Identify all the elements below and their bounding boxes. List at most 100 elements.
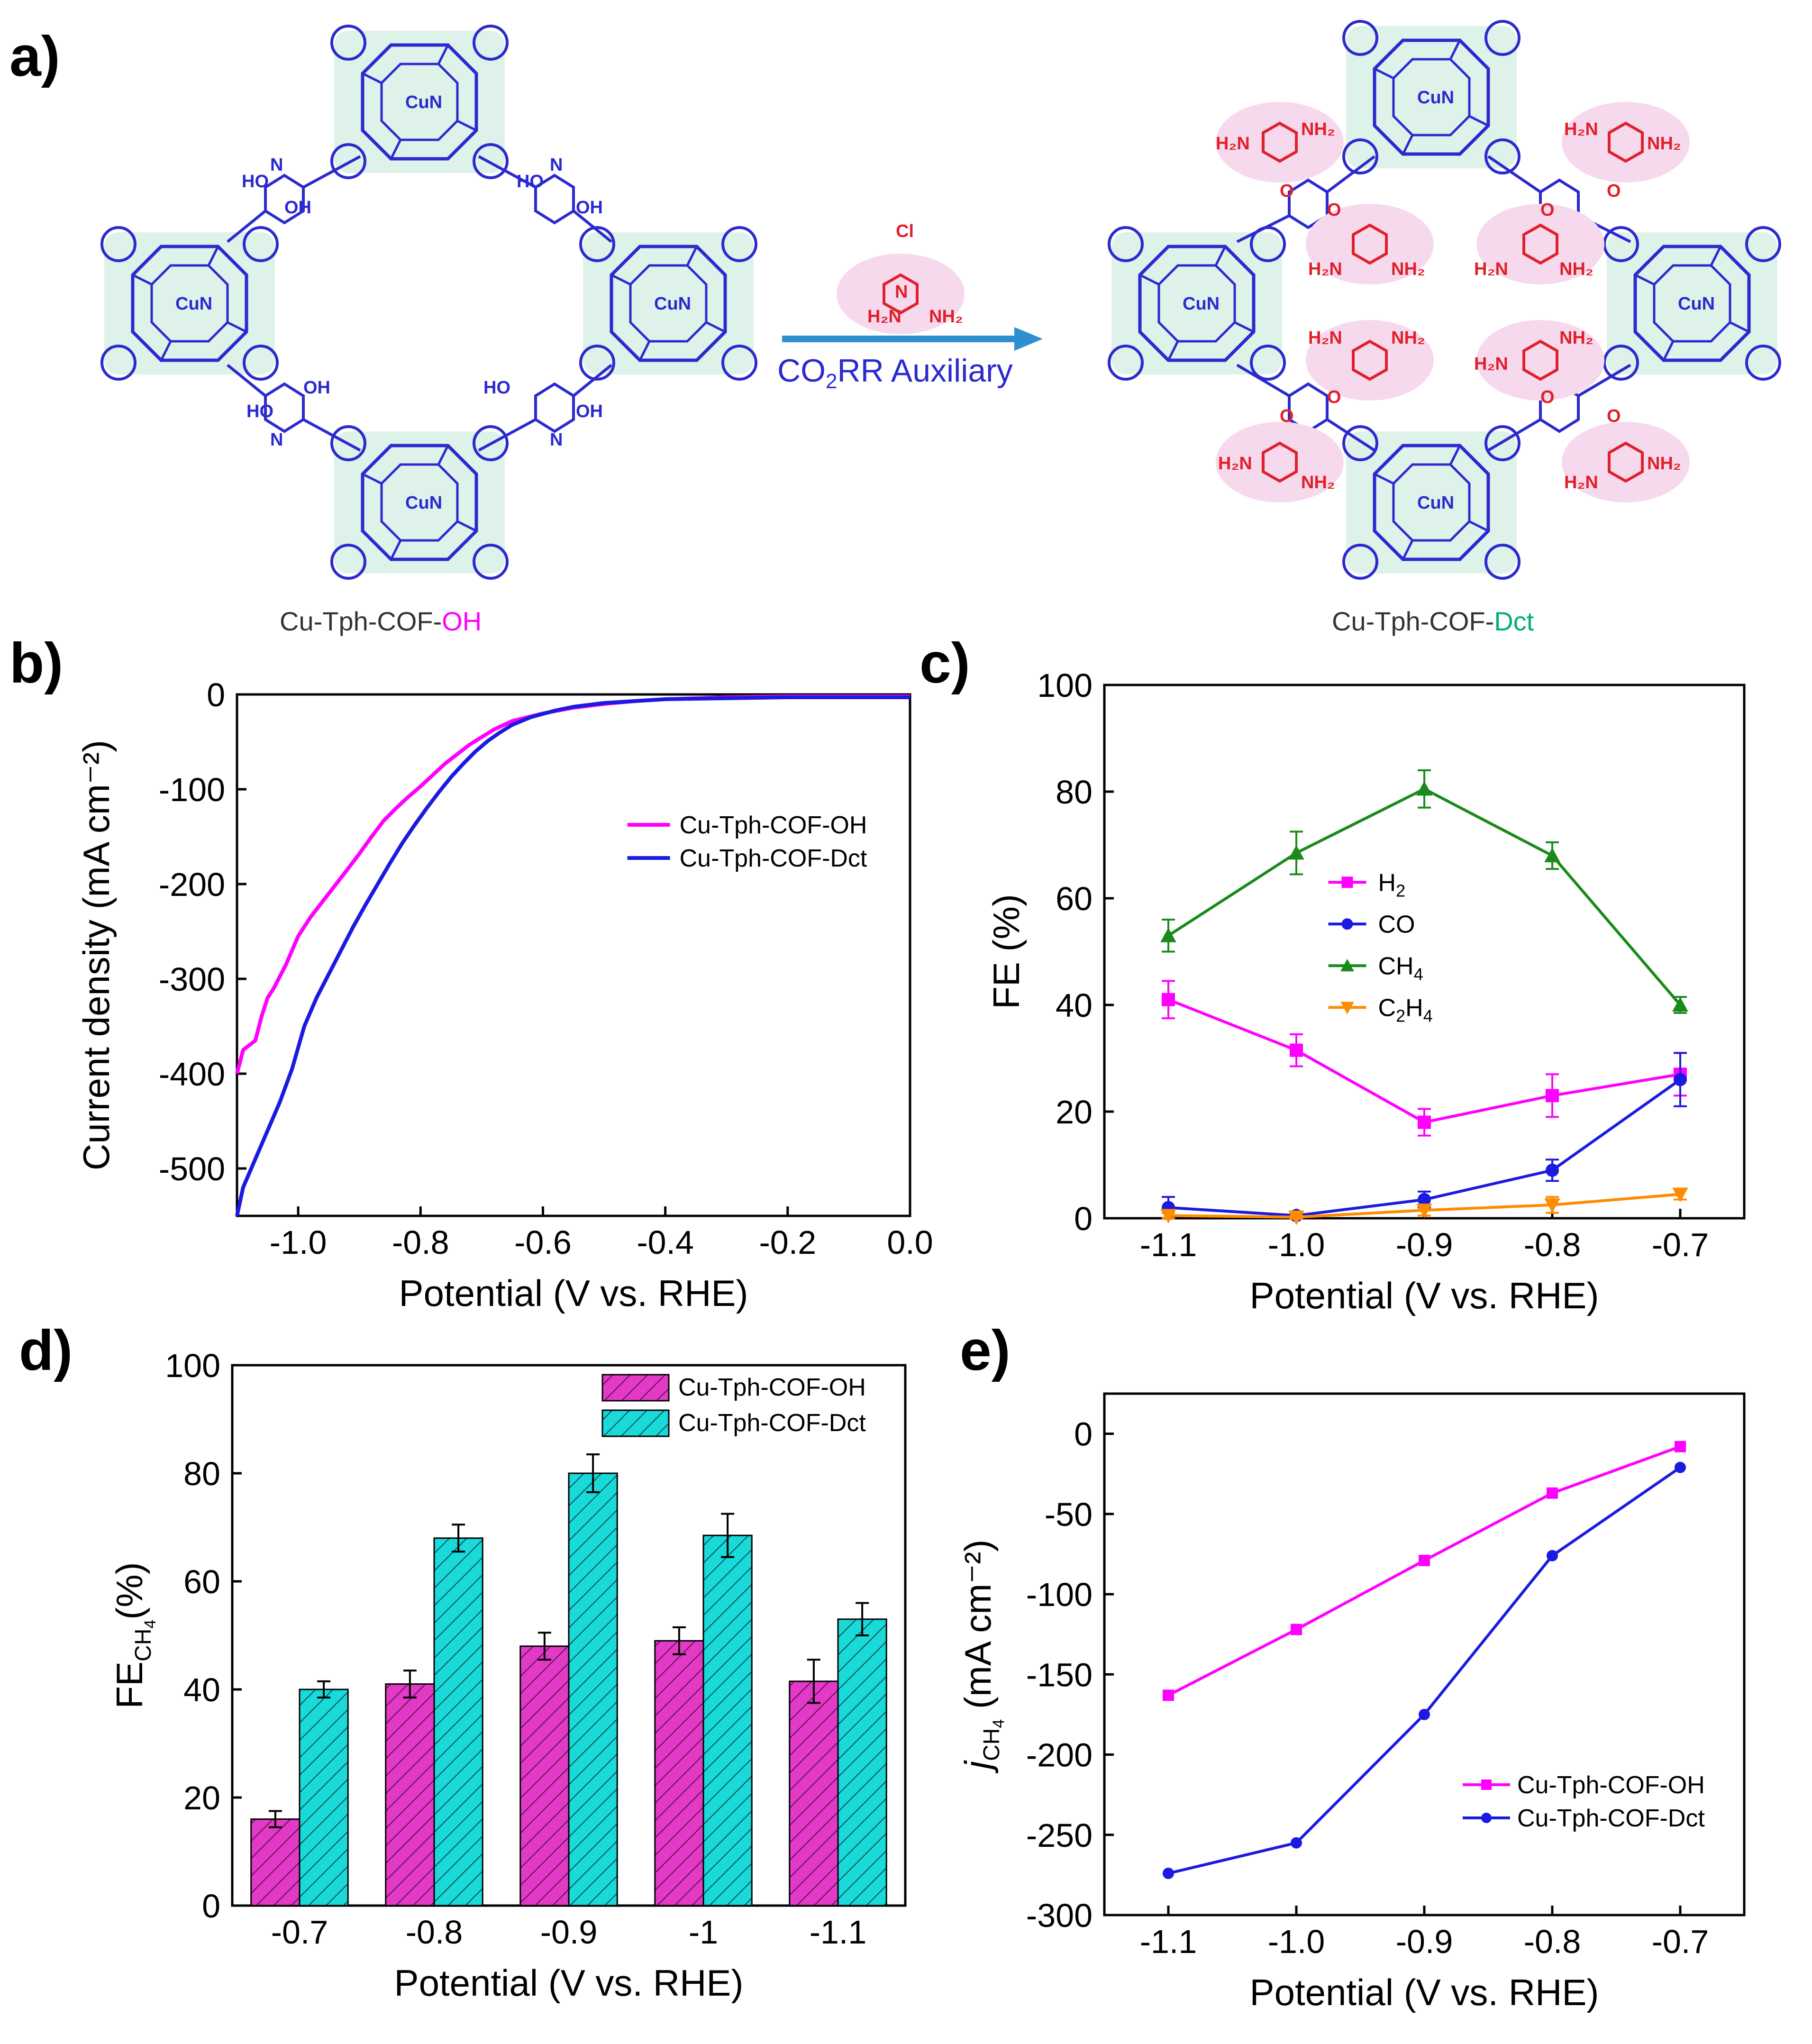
hydroxyl-label: OH [576,198,603,218]
tick-label: -300 [1026,1897,1093,1934]
chart-c: -1.1 -1.0 -0.9 -0.8 -0.7 0 20 40 60 80 100 Potentia… [985,667,1746,1316]
bar [250,1818,300,1907]
amine-label: H₂N [1564,473,1598,493]
data-point [1544,1198,1560,1213]
amine-label: H₂N [1216,134,1250,154]
tick-label: -1.1 [1140,1226,1197,1263]
metal-center: CuN [1417,88,1454,108]
bar [433,1537,483,1907]
panel-a: a) CuN CuN CuN CuN HO OH HO [9,21,1780,636]
data-point [1340,1002,1354,1014]
data-point [1340,958,1354,972]
data-point [1160,1209,1176,1224]
tick-label: -0.8 [406,1914,463,1951]
tick-label: -250 [1026,1817,1093,1854]
tick-label: -0.9 [1396,1923,1453,1960]
plot-frame [1103,684,1746,1220]
legend-label: C2H4 [1378,994,1433,1025]
tick-label: 20 [183,1779,220,1816]
data-point [1547,1550,1558,1561]
legend-label: Cu-Tph-COF-OH [680,812,867,839]
ether-label: O [1607,406,1621,426]
legend-label: CO [1378,911,1415,938]
x-axis-label: Potential (V vs. RHE) [399,1272,748,1314]
amine-label: H₂N [1308,328,1342,348]
data-point [1675,1441,1686,1452]
tick-label: -0.8 [392,1224,449,1261]
chart-e: -1.1 -1.0 -0.9 -0.8 -0.7 0 -50 -100 -150 -200 -250… [957,1392,1746,2013]
legend-label: Cu-Tph-COF-Dct [680,845,867,872]
data-point [1672,997,1688,1012]
tick-label: 80 [183,1455,220,1492]
amine-label: NH₂ [1301,473,1335,493]
tick-label: 0.0 [887,1224,933,1261]
ether-label: O [1327,387,1341,407]
amine-label: NH₂ [1647,134,1681,154]
tick-label: -500 [159,1150,225,1187]
data-point [1341,876,1353,888]
tick-label: 0 [1074,1200,1093,1237]
tick-label: -0.7 [1652,1923,1709,1960]
tick-label: -100 [159,771,225,808]
data-point [1290,1043,1303,1057]
amine-label: NH₂ [1301,119,1335,139]
hydroxyl-label: HO [246,402,273,421]
tick-label: -150 [1026,1656,1093,1693]
plot-frame [1103,1392,1746,1916]
data-point [1546,1163,1559,1177]
tick-label: -1.0 [1268,1226,1325,1263]
imine-label: N [550,155,563,175]
tick-label: -200 [1026,1737,1093,1774]
amine-label: H₂N [1308,259,1342,279]
cof-dct-structure: CuN CuN CuN CuN H₂N NH₂ [1109,21,1780,636]
data-point [1547,1487,1558,1499]
x-axis-label: Potential (V vs. RHE) [394,1962,744,2004]
y-axis-label: jCH4 (mA cm⁻²) [957,1540,1008,1774]
chart-b: -1.0 -0.8 -0.6 -0.4 -0.2 0.0 0 -100 -200 -300 -400… [75,676,933,1314]
hydroxyl-label: OH [284,198,311,218]
data-point [1544,848,1560,862]
data-point [1481,1813,1492,1823]
ether-label: O [1327,200,1341,220]
metal-center: CuN [654,294,691,314]
data-point [1416,1204,1432,1218]
legend-label: Cu-Tph-COF-OH [678,1374,866,1401]
tick-label: 0 [207,676,225,713]
legend-swatch [601,1374,670,1402]
legend-label: Cu-Tph-COF-Dct [678,1409,866,1437]
y-axis-label: FE (%) [985,894,1027,1009]
reagent-h2n: H₂N [867,307,901,327]
data-point [1288,1210,1304,1225]
tick-label: 80 [1056,774,1093,811]
amine-label: H₂N [1474,354,1508,374]
cof-oh-caption: Cu-Tph-COF-OH [280,606,482,636]
legend-label: Cu-Tph-COF-Dct [1517,1805,1705,1832]
metal-center: CuN [175,294,212,314]
tick-label: -100 [1026,1576,1093,1613]
amine-label: H₂N [1564,119,1598,139]
ether-label: O [1540,387,1555,407]
tick-label: -1.1 [1140,1923,1197,1960]
tick-label: -0.8 [1524,1923,1581,1960]
cof-oh-structure: CuN CuN CuN CuN HO OH HO OH HO OH HO OH [102,26,756,636]
bar [519,1645,570,1907]
series-line [235,694,910,1074]
chart-d: 0 20 40 60 80 100 -0.7 -0.8 -0.9 -1 -1.1 Potential … [109,1347,907,2004]
tick-label: -0.9 [1396,1226,1453,1263]
tick-label: -300 [159,961,225,998]
y-axis-label: Current density (mA cm⁻²) [75,740,117,1170]
tick-label: 20 [1056,1094,1093,1131]
metal-center: CuN [1183,294,1220,314]
data-point [1163,1689,1174,1701]
data-point [1672,1187,1688,1203]
tick-label: 40 [183,1671,220,1708]
hydroxyl-label: HO [483,378,510,398]
tick-label: 60 [1056,880,1093,917]
imine-label: N [270,430,283,450]
amine-label: NH₂ [1647,454,1681,474]
tick-label: 0 [1074,1416,1093,1453]
data-point [1291,1837,1302,1849]
legend-label: Cu-Tph-COF-OH [1517,1771,1705,1799]
tick-label: -200 [159,866,225,903]
